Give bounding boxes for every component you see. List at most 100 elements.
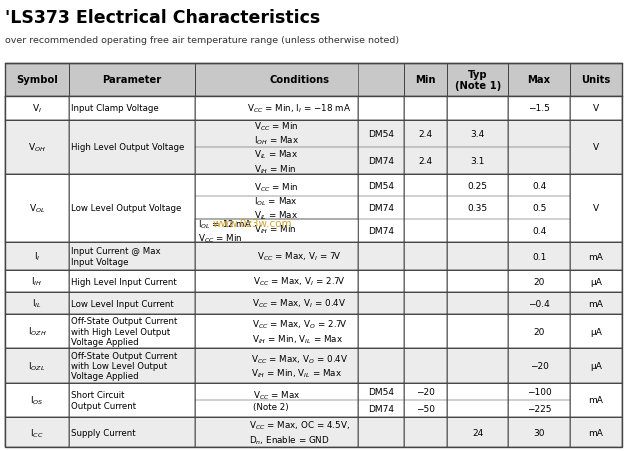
Bar bbox=[195, 97, 358, 121]
Text: Short Circuit
Output Current: Short Circuit Output Current bbox=[71, 391, 136, 410]
Text: I$_{OL}$ = 12 mA
V$_{CC}$ = Min: I$_{OL}$ = 12 mA V$_{CC}$ = Min bbox=[198, 217, 252, 244]
Text: I$_I$: I$_I$ bbox=[34, 250, 40, 262]
Text: −100: −100 bbox=[527, 387, 552, 396]
Bar bbox=[447, 383, 508, 417]
Text: V$_{CC}$ = Min
I$_{OL}$ = Max
V$_{IL}$ = Max
V$_{IH}$ = Min: V$_{CC}$ = Min I$_{OL}$ = Max V$_{IL}$ =… bbox=[255, 181, 299, 236]
Bar bbox=[508, 383, 570, 417]
Bar bbox=[404, 271, 447, 292]
Bar bbox=[570, 292, 622, 314]
Bar bbox=[195, 292, 358, 314]
Bar bbox=[447, 417, 508, 447]
Text: mA: mA bbox=[589, 428, 603, 437]
Bar bbox=[358, 383, 404, 417]
Text: V$_I$: V$_I$ bbox=[32, 102, 42, 115]
Text: DM74: DM74 bbox=[368, 226, 394, 235]
Text: 30: 30 bbox=[534, 428, 545, 437]
Bar bbox=[447, 97, 508, 121]
Text: 0.35: 0.35 bbox=[468, 204, 488, 213]
Bar bbox=[404, 97, 447, 121]
Bar bbox=[5, 292, 69, 314]
Bar bbox=[404, 314, 447, 349]
Bar bbox=[358, 121, 404, 175]
Bar bbox=[195, 121, 358, 175]
Text: V: V bbox=[593, 204, 599, 213]
Bar bbox=[508, 417, 570, 447]
Bar bbox=[508, 314, 570, 349]
Bar bbox=[447, 292, 508, 314]
Bar bbox=[69, 121, 195, 175]
Bar bbox=[5, 242, 69, 271]
Bar bbox=[570, 97, 622, 121]
Bar bbox=[69, 242, 195, 271]
Text: Input Clamp Voltage: Input Clamp Voltage bbox=[71, 104, 159, 113]
Text: Parameter: Parameter bbox=[102, 75, 162, 85]
Bar bbox=[358, 417, 404, 447]
Bar bbox=[195, 220, 358, 242]
Text: V: V bbox=[593, 104, 599, 113]
Bar bbox=[404, 175, 447, 242]
Bar bbox=[69, 97, 195, 121]
Text: DM54: DM54 bbox=[368, 181, 394, 190]
Text: −0.4: −0.4 bbox=[529, 299, 550, 308]
Bar bbox=[447, 314, 508, 349]
Bar bbox=[404, 349, 447, 383]
Bar bbox=[195, 314, 358, 349]
Text: DM74: DM74 bbox=[368, 404, 394, 413]
Text: μA: μA bbox=[590, 277, 602, 286]
Text: 20: 20 bbox=[534, 327, 545, 336]
Text: I$_{IL}$: I$_{IL}$ bbox=[32, 297, 42, 309]
Text: I$_{OZH}$: I$_{OZH}$ bbox=[28, 325, 46, 338]
Bar bbox=[358, 175, 404, 242]
Text: High Level Output Voltage: High Level Output Voltage bbox=[71, 143, 184, 152]
Bar bbox=[195, 271, 358, 292]
Bar bbox=[358, 271, 404, 292]
Bar bbox=[570, 271, 622, 292]
Bar bbox=[508, 242, 570, 271]
Bar bbox=[69, 383, 195, 417]
Bar bbox=[69, 349, 195, 383]
Bar bbox=[404, 242, 447, 271]
Text: V$_{CC}$ = Max, V$_O$ = 0.4V
V$_{IH}$ = Min, V$_{IL}$ = Max: V$_{CC}$ = Max, V$_O$ = 0.4V V$_{IH}$ = … bbox=[251, 352, 348, 379]
Bar bbox=[195, 417, 358, 447]
Bar bbox=[447, 271, 508, 292]
Bar bbox=[69, 417, 195, 447]
Text: Min: Min bbox=[415, 75, 436, 85]
Text: DM54: DM54 bbox=[368, 387, 394, 396]
Text: Max: Max bbox=[527, 75, 551, 85]
Text: V$_{CC}$ = Min
I$_{OH}$ = Max
V$_{IL}$ = Max
V$_{IH}$ = Min: V$_{CC}$ = Min I$_{OH}$ = Max V$_{IL}$ =… bbox=[254, 120, 299, 175]
Text: Low Level Output Voltage: Low Level Output Voltage bbox=[71, 204, 182, 213]
Text: V$_{CC}$ = Max
(Note 2): V$_{CC}$ = Max (Note 2) bbox=[253, 389, 300, 411]
Bar bbox=[447, 64, 508, 97]
Bar bbox=[195, 383, 358, 417]
Bar bbox=[5, 64, 69, 97]
Text: I$_{IH}$: I$_{IH}$ bbox=[31, 276, 43, 288]
Text: Units: Units bbox=[581, 75, 611, 85]
Text: V$_{CC}$ = Max, OC = 4.5V,
D$_n$, Enable = GND: V$_{CC}$ = Max, OC = 4.5V, D$_n$, Enable… bbox=[249, 419, 350, 446]
Bar bbox=[5, 349, 69, 383]
Text: 0.25: 0.25 bbox=[468, 181, 488, 190]
Bar bbox=[195, 175, 358, 242]
Text: I$_{OS}$: I$_{OS}$ bbox=[30, 394, 44, 406]
Text: 0.4: 0.4 bbox=[532, 226, 546, 235]
Bar bbox=[508, 292, 570, 314]
Bar bbox=[570, 383, 622, 417]
Bar bbox=[69, 314, 195, 349]
Bar bbox=[195, 242, 358, 271]
Bar bbox=[358, 349, 404, 383]
Bar bbox=[404, 292, 447, 314]
Bar bbox=[447, 121, 508, 175]
Text: mA: mA bbox=[589, 252, 603, 261]
Bar bbox=[5, 314, 69, 349]
Text: Off-State Output Current
with High Level Output
Voltage Applied: Off-State Output Current with High Level… bbox=[71, 317, 177, 346]
Bar bbox=[447, 175, 508, 242]
Bar bbox=[358, 314, 404, 349]
Bar bbox=[195, 349, 358, 383]
Bar bbox=[570, 314, 622, 349]
Text: 0.1: 0.1 bbox=[532, 252, 546, 261]
Bar bbox=[5, 121, 69, 175]
Text: Input Current @ Max
Input Voltage: Input Current @ Max Input Voltage bbox=[71, 247, 161, 266]
Text: μA: μA bbox=[590, 327, 602, 336]
Text: 2.4: 2.4 bbox=[418, 156, 432, 166]
Bar bbox=[447, 242, 508, 271]
Bar bbox=[508, 64, 570, 97]
